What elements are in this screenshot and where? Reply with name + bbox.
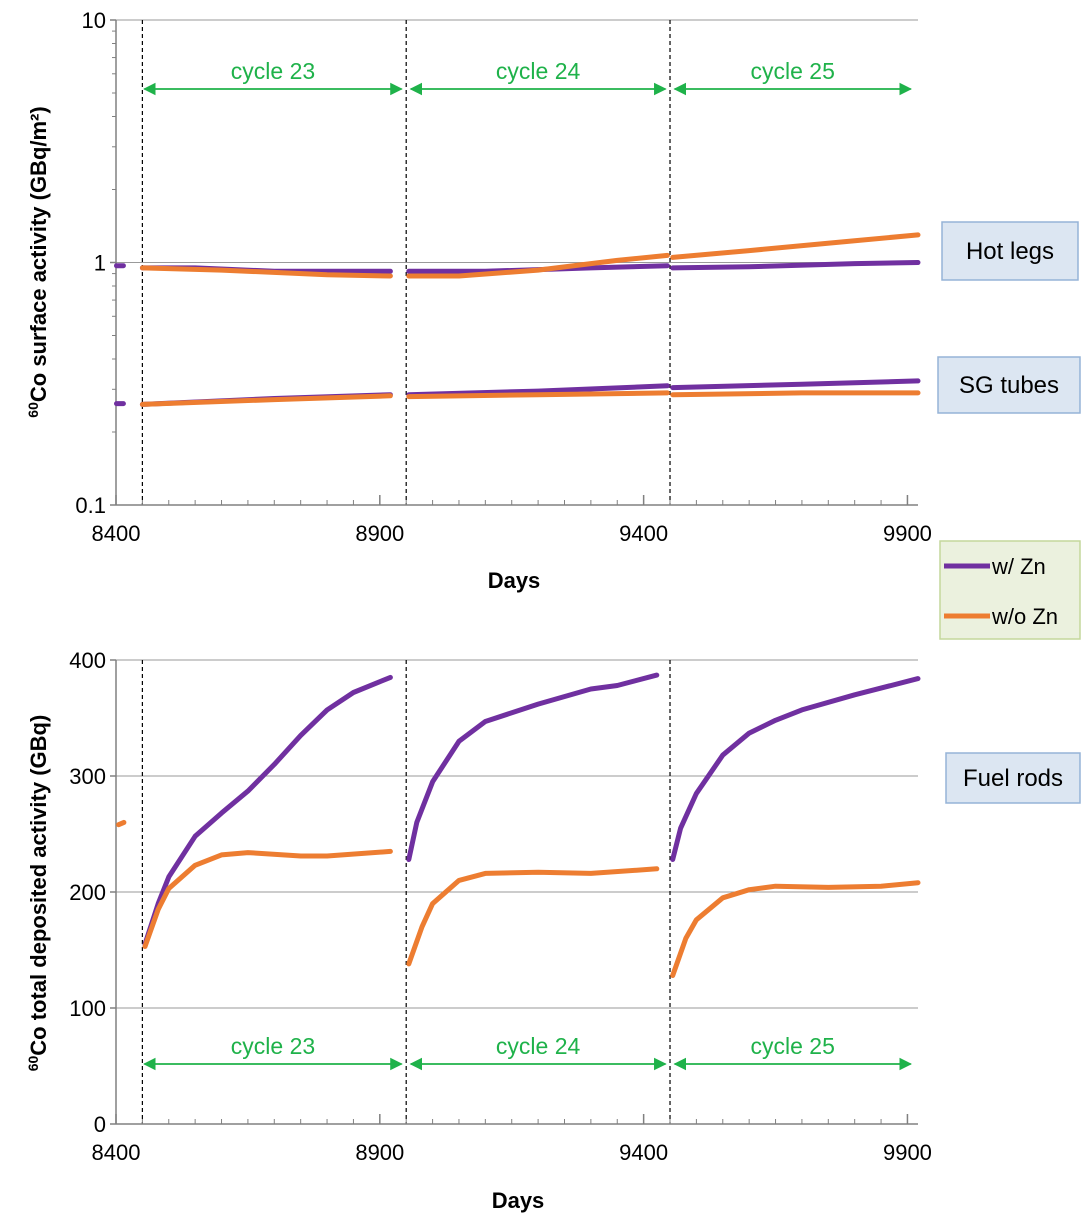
sg-tubes-label-box	[937, 356, 1081, 414]
bottom-gridlines	[116, 659, 918, 1009]
bot-series-w-zn-segment-2	[406, 672, 660, 862]
top-series-wo-zn-hot-legs-segment-3	[670, 232, 921, 260]
hot-legs-label-box	[941, 221, 1079, 281]
bot-y-tick-label: 200	[69, 880, 106, 905]
bot-series-w-zn-segment-3	[670, 676, 921, 862]
top-series-wo-zn-sg-tubes-segment-1	[139, 393, 393, 407]
bot-series-wo-zn-segment-4	[670, 880, 921, 978]
bot-series-wo-zn-segment-1	[116, 819, 127, 828]
bottom-y-ticks: 0 100 200 300 400	[69, 648, 116, 1137]
fuel-rods-label-box	[945, 752, 1081, 804]
top-x-ticks: 8400 8900 9400 9900	[92, 495, 932, 546]
top-x-tick-label: 8400	[92, 521, 141, 546]
top-x-tick-label: 9400	[619, 521, 668, 546]
top-series-wo-zn-sg-tubes-segment-3	[670, 390, 921, 398]
bot-y-tick-label: 0	[94, 1112, 106, 1137]
top-series-wo-zn-hot-legs-segment-1	[139, 265, 393, 279]
top-y-tick-label: 0.1	[75, 493, 106, 518]
legend-box	[939, 540, 1081, 640]
sg-tubes-label: SG tubes	[959, 372, 1059, 399]
top-x-tick-label: 8900	[355, 521, 404, 546]
bot-series-wo-zn-segment-2	[142, 848, 393, 949]
bot-y-tick-label: 300	[69, 764, 106, 789]
bot-x-tick-label: 9900	[883, 1140, 932, 1165]
top-cycle-arrows: cycle 23 cycle 24 cycle 25	[143, 58, 912, 96]
top-cycle-boundaries	[141, 20, 671, 505]
hot-legs-label: Hot legs	[966, 238, 1054, 265]
bottom-cycle-arrows: cycle 23 cycle 24 cycle 25	[143, 1033, 912, 1071]
bottom-x-ticks: 8400 8900 9400 9900	[92, 1114, 932, 1165]
bottom-y-axis-title-superscript: 60	[25, 1056, 41, 1072]
bot-y-tick-label: 400	[69, 648, 106, 673]
bottom-y-axis-title-text: Co total deposited activity (GBq)	[26, 715, 51, 1056]
legend: w/ Zn w/o Zn	[939, 540, 1081, 640]
top-series-wo-zn-sg-tubes-segment-2	[406, 390, 670, 400]
top-y-axis-title: 60Co surface activity (GBq/m²)	[25, 106, 51, 417]
fuel-rods-label: Fuel rods	[963, 765, 1063, 792]
legend-label-wo-zn: w/o Zn	[991, 604, 1058, 629]
bottom-y-axis-title: 60Co total deposited activity (GBq)	[25, 715, 51, 1072]
top-series	[114, 232, 921, 407]
legend-label-w-zn: w/ Zn	[991, 554, 1046, 579]
top-x-tick-label: 9900	[883, 521, 932, 546]
bot-series-wo-zn-segment-3	[406, 866, 660, 967]
bottom-series	[116, 672, 921, 978]
top-series-w-zn-hot-legs-segment-4	[670, 260, 921, 271]
top-y-tick-label: 1	[94, 251, 106, 276]
bot-x-tick-label: 8400	[92, 1140, 141, 1165]
top-y-tick-label: 10	[82, 8, 106, 33]
bot-y-tick-label: 100	[69, 996, 106, 1021]
bot-x-tick-label: 9400	[619, 1140, 668, 1165]
top-cycle-label-3: cycle 25	[751, 58, 835, 84]
top-cycle-label-1: cycle 23	[231, 58, 315, 84]
bot-x-tick-label: 8900	[355, 1140, 404, 1165]
top-y-axis-title-superscript: 60	[25, 402, 41, 418]
bot-series-w-zn-segment-1	[142, 674, 393, 947]
top-series-wo-zn-hot-legs-segment-2	[406, 252, 670, 279]
bottom-cycle-boundaries	[141, 660, 671, 1124]
top-y-ticks: 0.1 1 10	[75, 8, 116, 518]
top-gridlines	[116, 19, 918, 263]
bot-cycle-label-1: cycle 23	[231, 1033, 315, 1059]
top-y-axis-title-text: Co surface activity (GBq/m²)	[26, 106, 51, 402]
surface-activity-chart: 8400 8900 9400 9900 0.1 1 10 cycle 23 cycle 24…	[25, 8, 1081, 593]
bottom-x-axis-title: Days	[492, 1188, 545, 1213]
top-cycle-label-2: cycle 24	[496, 58, 581, 84]
bot-cycle-label-2: cycle 24	[496, 1033, 581, 1059]
bot-cycle-label-3: cycle 25	[751, 1033, 835, 1059]
top-series-w-zn-sg-tubes-segment-4	[670, 378, 921, 391]
top-x-axis-title: Days	[488, 568, 541, 593]
